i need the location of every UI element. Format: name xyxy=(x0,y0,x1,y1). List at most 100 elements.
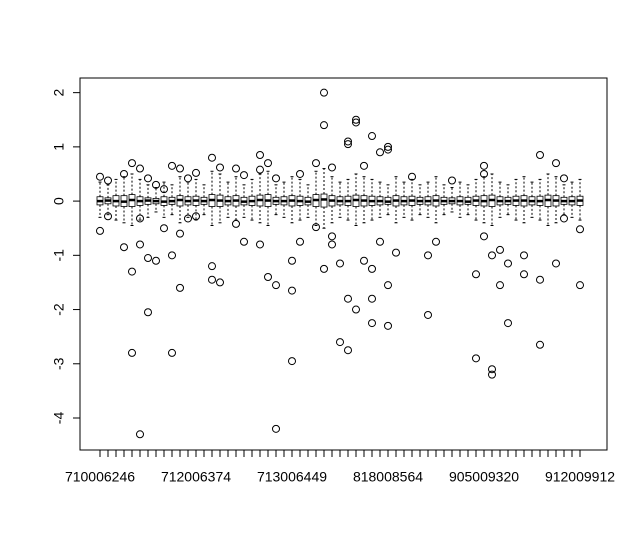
outlier xyxy=(384,281,392,290)
outlier xyxy=(136,430,144,439)
outlier xyxy=(192,212,200,221)
outlier xyxy=(152,256,160,265)
outlier xyxy=(336,338,344,347)
outlier xyxy=(144,254,152,263)
outlier xyxy=(448,176,456,185)
outlier xyxy=(328,240,336,249)
outlier xyxy=(576,281,584,290)
outlier xyxy=(408,172,416,181)
outlier xyxy=(264,273,272,282)
outlier xyxy=(368,132,376,141)
outlier xyxy=(376,237,384,246)
outlier xyxy=(240,171,248,180)
outlier xyxy=(552,159,560,168)
outlier xyxy=(480,232,488,241)
outlier xyxy=(232,164,240,173)
plot-frame xyxy=(79,77,608,451)
outlier xyxy=(384,321,392,330)
x-tick-label: 712006374 xyxy=(161,469,231,485)
outlier xyxy=(104,212,112,221)
outlier xyxy=(368,294,376,303)
outlier xyxy=(216,163,224,172)
outlier xyxy=(288,286,296,295)
outlier xyxy=(488,370,496,379)
outlier xyxy=(496,281,504,290)
outlier xyxy=(264,159,272,168)
outlier xyxy=(360,256,368,265)
outlier xyxy=(288,256,296,265)
outlier xyxy=(368,264,376,273)
outlier xyxy=(344,137,352,146)
outlier xyxy=(488,251,496,260)
outlier xyxy=(320,121,328,130)
outlier xyxy=(496,245,504,254)
outlier xyxy=(208,275,216,284)
outlier xyxy=(168,251,176,260)
outlier xyxy=(536,151,544,160)
outlier xyxy=(296,169,304,178)
outlier xyxy=(320,88,328,97)
outlier xyxy=(104,176,112,185)
outlier xyxy=(424,251,432,260)
outlier xyxy=(432,237,440,246)
outlier xyxy=(560,214,568,223)
outlier xyxy=(256,151,264,160)
outlier xyxy=(216,278,224,287)
outlier xyxy=(328,163,336,172)
outlier xyxy=(472,354,480,363)
outlier xyxy=(480,161,488,170)
outlier xyxy=(176,164,184,173)
outlier xyxy=(384,142,392,151)
outlier xyxy=(272,281,280,290)
outlier xyxy=(232,219,240,228)
outlier xyxy=(96,226,104,235)
outlier xyxy=(192,168,200,177)
y-tick-label: -4 xyxy=(51,412,67,425)
outlier xyxy=(240,237,248,246)
outlier xyxy=(424,310,432,319)
outlier xyxy=(136,240,144,249)
outlier xyxy=(272,424,280,433)
outlier xyxy=(344,294,352,303)
outlier xyxy=(352,305,360,314)
outlier xyxy=(160,224,168,233)
y-tick-label: 1 xyxy=(51,143,67,151)
outlier xyxy=(536,275,544,284)
outlier xyxy=(328,232,336,241)
outlier xyxy=(144,308,152,317)
outlier xyxy=(472,270,480,279)
y-tick-label: 0 xyxy=(51,197,67,205)
outlier xyxy=(504,319,512,328)
outlier xyxy=(520,251,528,260)
y-tick-label: -2 xyxy=(51,303,67,316)
outlier xyxy=(272,174,280,183)
outlier xyxy=(136,214,144,223)
outlier xyxy=(168,348,176,357)
outlier xyxy=(296,237,304,246)
outlier xyxy=(128,348,136,357)
outlier xyxy=(376,148,384,157)
x-tick-label: 818008564 xyxy=(353,469,423,485)
outlier xyxy=(360,161,368,170)
outlier xyxy=(176,229,184,238)
y-tick-label: -3 xyxy=(51,357,67,370)
outlier xyxy=(288,357,296,366)
outlier xyxy=(128,159,136,168)
outlier xyxy=(184,174,192,183)
outlier xyxy=(152,180,160,189)
outlier xyxy=(392,248,400,257)
outlier xyxy=(136,164,144,173)
outlier xyxy=(384,145,392,154)
outlier xyxy=(120,243,128,252)
outlier xyxy=(176,283,184,292)
outlier xyxy=(344,346,352,355)
outlier xyxy=(352,115,360,124)
outlier xyxy=(520,270,528,279)
outlier xyxy=(256,165,264,174)
outlier xyxy=(184,214,192,223)
outlier xyxy=(576,225,584,234)
outlier xyxy=(480,169,488,178)
outlier xyxy=(120,169,128,178)
outlier xyxy=(128,267,136,276)
